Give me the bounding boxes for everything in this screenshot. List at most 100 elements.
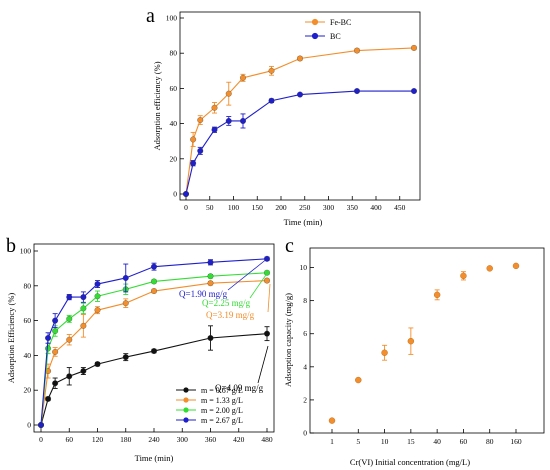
y-tick-label: 0 (27, 421, 31, 430)
data-point-bc (297, 91, 303, 98)
data-point-m-2-00-g-l (45, 345, 52, 352)
panel-b-annotations: Q=1.90 mg/g Q=2.25 mg/g Q=3.19 mg/g Q=4.… (179, 257, 271, 393)
legend-marker-2-67 (183, 417, 189, 423)
y-tick-label: 100 (20, 247, 32, 256)
y-tick-label: 10 (300, 263, 308, 272)
data-point-fe-bc (268, 67, 275, 74)
y-tick-label: 60 (170, 84, 178, 93)
legend-label-fe-bc: Fe-BC (330, 18, 351, 27)
x-tick-label: 120 (92, 435, 104, 444)
data-point-m-2-00-g-l (52, 328, 59, 334)
data-point (512, 262, 520, 270)
data-point-m-1-33-g-l (94, 307, 101, 314)
x-tick-label: 360 (205, 435, 217, 444)
data-point-bc (225, 118, 232, 124)
data-point-fe-bc (240, 74, 246, 81)
legend-label-2-67: m = 2.67 g/L (201, 416, 243, 425)
data-point-fe-bc (197, 117, 204, 124)
y-tick-label: 60 (24, 316, 32, 325)
y-tick-label: 0 (303, 429, 307, 438)
y-tick-label: 4 (303, 362, 307, 371)
data-point-m-2-67-g-l (94, 281, 101, 288)
panel-c-plot-frame (309, 247, 545, 434)
data-point-m-1-33-g-l (122, 300, 129, 307)
panel-b-label: b (6, 235, 16, 257)
x-tick-label: 150 (252, 203, 264, 212)
data-point-m-2-00-g-l (207, 273, 214, 280)
x-tick-label: 240 (148, 435, 160, 444)
data-point-m-2-00-g-l (66, 315, 73, 322)
x-tick-label: 0 (184, 203, 188, 212)
data-point-m-2-67-g-l (66, 294, 73, 301)
data-point-m-1-33-g-l (264, 277, 270, 284)
y-tick-label: 0 (173, 190, 177, 199)
panel-a: a Time (min) Adsorption efficiency (%) 0… (146, 5, 421, 227)
x-tick-label: 450 (394, 203, 406, 212)
data-point-m-0-67-g-l (66, 373, 73, 380)
y-tick-label: 2 (303, 395, 307, 404)
x-tick-label: 400 (370, 203, 382, 212)
x-tick-label: 10 (381, 437, 389, 446)
annotation-arrow-3-19 (267, 283, 271, 313)
data-point-m-0-67-g-l (45, 395, 52, 402)
x-tick-label: 350 (347, 203, 359, 212)
data-point-m-0-67-g-l (207, 335, 214, 341)
series-line-m-0-67-g-l (40, 333, 268, 426)
annotation-q-2-25: Q=2.25 mg/g (202, 298, 251, 308)
panel-b-xlabel: Time (min) (135, 453, 174, 463)
x-tick-label: 420 (233, 435, 245, 444)
data-point-m-2-67-g-l (52, 317, 59, 324)
panel-c-series (328, 262, 520, 424)
data-point-bc (211, 126, 218, 133)
series-line-m-2-00-g-l (40, 272, 268, 426)
y-tick-label: 100 (166, 14, 178, 23)
y-tick-label: 40 (170, 119, 178, 128)
data-point-m-0-67-g-l (122, 354, 129, 361)
x-tick-label: 100 (228, 203, 240, 212)
data-point-m-0-67-g-l (80, 368, 87, 375)
data-point (460, 272, 467, 280)
data-point-m-0-67-g-l (94, 361, 101, 368)
y-tick-label: 8 (303, 296, 307, 305)
data-point-fe-bc (411, 44, 417, 51)
data-point-bc (354, 88, 360, 94)
y-tick-label: 6 (303, 329, 307, 338)
data-point (433, 291, 441, 299)
panel-b-ylabel: Adsorption Efficiency (%) (6, 293, 16, 384)
x-tick-label: 40 (433, 437, 441, 446)
data-point-bc (411, 88, 417, 94)
data-point-m-0-67-g-l (151, 348, 157, 354)
panel-a-plot-frame (179, 11, 421, 201)
annotation-arrow-2-25 (249, 271, 269, 299)
data-point-fe-bc (190, 136, 197, 143)
data-point-m-2-67-g-l (80, 294, 87, 301)
x-tick-label: 50 (206, 203, 214, 212)
annotation-q-3-19: Q=3.19 mg/g (206, 310, 255, 320)
legend-label-2-00: m = 2.00 g/L (201, 406, 243, 415)
data-point-m-1-33-g-l (80, 322, 87, 329)
x-tick-label: 160 (510, 437, 522, 446)
x-tick-label: 80 (486, 437, 494, 446)
data-point (486, 265, 493, 272)
panel-b-axes: 0 60 120 180 240 300 360 420 480 0 20 40 60 80 100 (20, 247, 273, 445)
data-point (407, 337, 415, 345)
data-point-m-2-67-g-l (207, 259, 214, 266)
panel-c-label: c (285, 235, 294, 257)
x-tick-label: 200 (275, 203, 287, 212)
series-line-m-2-67-g-l (40, 258, 268, 426)
data-point-m-2-00-g-l (94, 293, 101, 300)
x-tick-label: 0 (39, 435, 43, 444)
panel-b-legend: m = 0.67 g/L m = 1.33 g/L m = 2.00 g/L m… (176, 386, 243, 425)
x-tick-label: 1 (330, 437, 334, 446)
annotation-arrow-1-90 (227, 257, 269, 291)
x-tick-label: 250 (299, 203, 311, 212)
annotation-arrow-4-09 (257, 345, 269, 384)
panel-a-legend: Fe-BC BC (305, 18, 351, 41)
series-line-m-1-33-g-l (40, 280, 268, 426)
panel-c: c Cr(VI) Initial concentration (mg/L) Ad… (283, 235, 545, 467)
data-point-m-1-33-g-l (151, 288, 157, 294)
x-tick-label: 5 (356, 437, 360, 446)
panel-a-label: a (146, 5, 155, 27)
